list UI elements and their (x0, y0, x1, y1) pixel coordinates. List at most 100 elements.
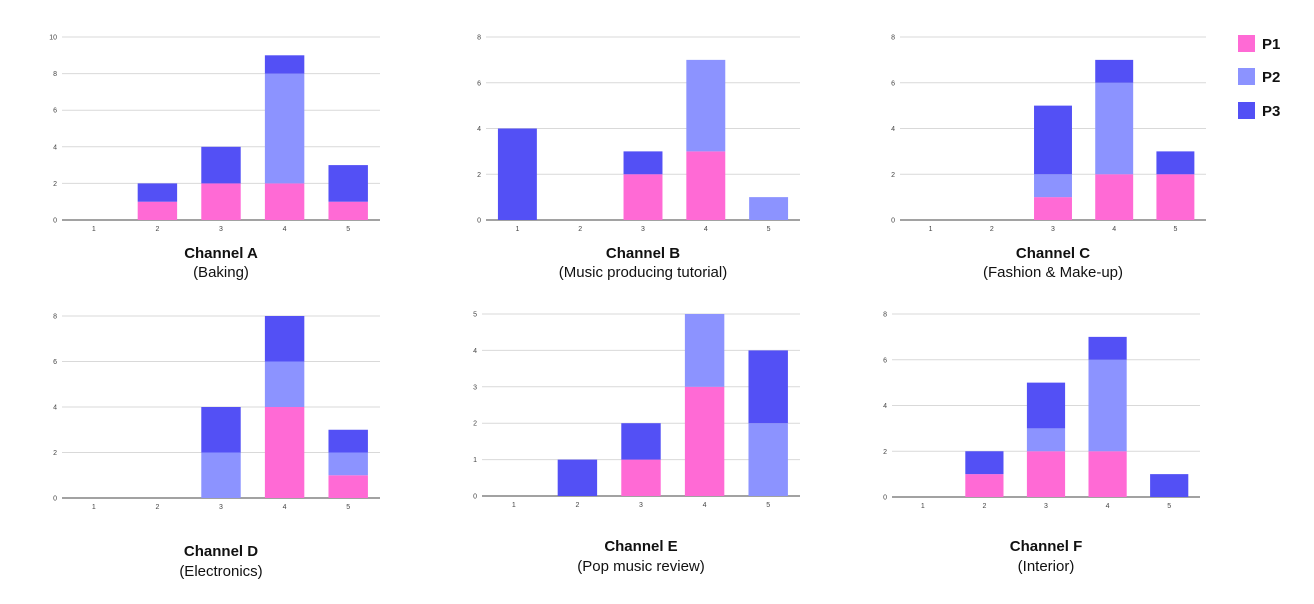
y-tick-label: 2 (53, 450, 57, 457)
bar-p1-cat-3 (621, 459, 661, 496)
x-tick-label: 3 (639, 502, 643, 509)
y-tick-label: 2 (477, 172, 481, 179)
chart-subtitle: (Pop music review) (577, 558, 705, 575)
x-tick-label: 4 (283, 504, 287, 511)
x-tick-label: 1 (92, 504, 96, 511)
chart-subtitle: (Fashion & Make-up) (983, 264, 1123, 281)
x-tick-label: 2 (155, 226, 159, 233)
y-tick-label: 8 (477, 35, 481, 42)
chart-subtitle: (Music producing tutorial) (559, 264, 727, 281)
x-tick-label: 5 (1167, 503, 1171, 510)
y-tick-label: 8 (53, 71, 57, 78)
bar-p3-cat-2 (965, 451, 1004, 475)
x-tick-label: 1 (921, 503, 925, 510)
x-tick-label: 3 (219, 226, 223, 233)
y-tick-label: 8 (891, 35, 895, 42)
chart-title: Channel C (1016, 245, 1090, 262)
chart-channel-d: 0 2 4 6 8 1 2 3 4 5 Channel D (Electronics) (53, 314, 380, 580)
bar-p2-cat-3 (1026, 428, 1066, 452)
legend-label-p3: P3 (1262, 103, 1280, 120)
y-tick-label: 0 (473, 494, 477, 501)
bar-p2-cat-5 (748, 423, 788, 496)
bar-p3-cat-3 (1034, 105, 1072, 175)
bar-p2-cat-3 (1034, 174, 1072, 198)
x-tick-label: 1 (515, 226, 519, 233)
bar-p3-cat-1 (497, 128, 537, 220)
y-tick-label: 2 (473, 421, 477, 428)
x-tick-label: 3 (219, 504, 223, 511)
bar-p3-cat-5 (328, 165, 368, 202)
bar-p1-cat-4 (264, 407, 305, 498)
y-tick-label: 6 (891, 80, 895, 87)
bar-p3-cat-2 (137, 183, 178, 202)
y-tick-label: 3 (473, 384, 477, 391)
bar-p3-cat-3 (623, 151, 663, 175)
legend-swatch-p3 (1238, 102, 1255, 119)
y-tick-label: 0 (883, 495, 887, 502)
chart-channel-e: 0 1 2 3 4 5 1 2 3 4 5 Channel E (Pop music review) (473, 312, 800, 575)
y-tick-label: 4 (477, 126, 481, 133)
x-tick-label: 5 (346, 504, 350, 511)
bar-p1-cat-5 (328, 475, 368, 498)
chart-channel-c: 0 2 4 6 8 1 2 3 4 5 Channel C (Fashion & Make-up) (891, 35, 1206, 281)
x-tick-label: 3 (1051, 226, 1055, 233)
bar-p3-cat-4 (1095, 59, 1134, 83)
bar-p2-cat-5 (328, 452, 368, 476)
x-tick-label: 4 (1112, 226, 1116, 233)
bar-p3-cat-5 (1150, 474, 1189, 497)
x-tick-label: 4 (283, 226, 287, 233)
chart-title: Channel D (184, 543, 258, 560)
chart-subtitle: (Baking) (193, 264, 249, 281)
y-tick-label: 4 (53, 405, 57, 412)
chart-subtitle: (Electronics) (179, 563, 262, 580)
bar-p1-cat-3 (623, 174, 663, 220)
x-tick-label: 5 (346, 226, 350, 233)
bar-p3-cat-4 (1088, 336, 1127, 360)
y-tick-label: 6 (883, 357, 887, 364)
y-tick-label: 4 (53, 144, 57, 151)
x-tick-label: 3 (641, 226, 645, 233)
bar-p2-cat-5 (749, 197, 789, 220)
x-tick-label: 5 (1173, 226, 1177, 233)
x-tick-label: 4 (704, 226, 708, 233)
y-tick-label: 6 (53, 108, 57, 115)
bar-p1-cat-2 (965, 474, 1004, 497)
bar-p3-cat-4 (264, 316, 305, 362)
bar-p2-cat-4 (1095, 82, 1134, 175)
bar-p1-cat-4 (684, 386, 725, 496)
y-tick-label: 6 (53, 359, 57, 366)
chart-title: Channel E (604, 538, 677, 555)
x-tick-label: 5 (767, 226, 771, 233)
bar-p3-cat-4 (264, 55, 305, 74)
bar-p2-cat-4 (1088, 359, 1127, 452)
y-tick-label: 8 (53, 314, 57, 321)
bar-p2-cat-4 (264, 73, 305, 184)
bar-p2-cat-4 (684, 314, 725, 387)
bar-p1-cat-4 (264, 183, 305, 220)
y-tick-label: 10 (49, 35, 57, 42)
y-tick-label: 0 (477, 218, 481, 225)
bar-p2-cat-4 (264, 361, 305, 407)
legend-swatch-p2 (1238, 68, 1255, 85)
bar-p3-cat-5 (1156, 151, 1195, 175)
legend-label-p1: P1 (1262, 36, 1280, 53)
bar-p1-cat-5 (1156, 174, 1195, 220)
y-tick-label: 8 (883, 312, 887, 319)
bar-p1-cat-3 (1026, 451, 1066, 497)
x-tick-label: 2 (990, 226, 994, 233)
x-tick-label: 1 (92, 226, 96, 233)
y-tick-label: 1 (473, 457, 477, 464)
chart-title: Channel A (184, 245, 258, 262)
chart-channel-f: 0 2 4 6 8 1 2 3 4 5 Channel F (Interior) (883, 312, 1200, 575)
bar-p1-cat-4 (1088, 451, 1127, 497)
chart-subtitle: (Interior) (1018, 558, 1075, 575)
y-tick-label: 2 (883, 449, 887, 456)
x-tick-label: 4 (1106, 503, 1110, 510)
bar-p2-cat-3 (201, 452, 241, 498)
x-tick-label: 2 (578, 226, 582, 233)
x-tick-label: 5 (766, 502, 770, 509)
bar-p2-cat-4 (686, 59, 726, 152)
